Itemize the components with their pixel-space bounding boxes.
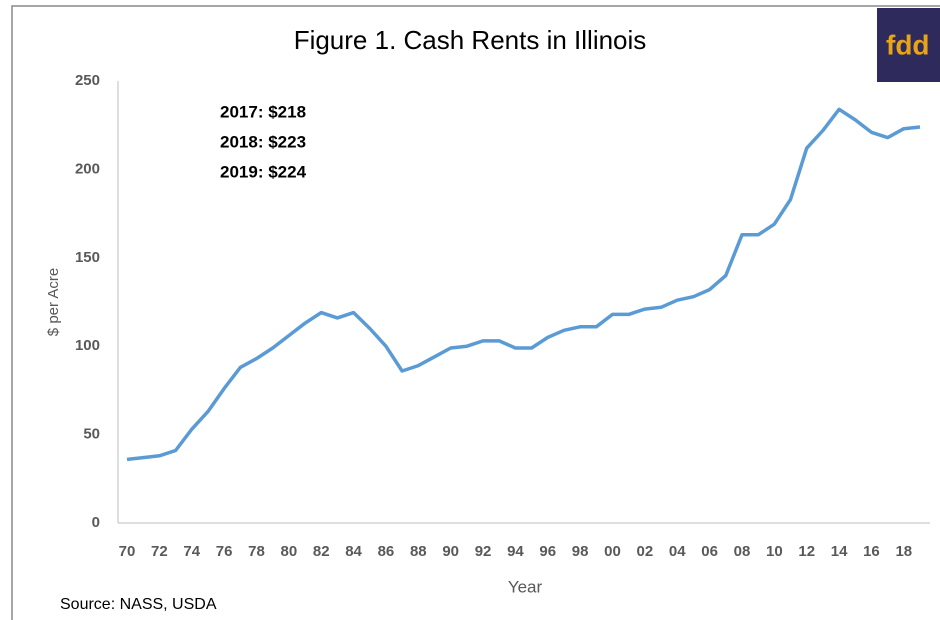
x-tick-label: 88 xyxy=(410,543,427,560)
y-tick-label: 100 xyxy=(75,337,100,354)
y-tick-label: 150 xyxy=(75,249,100,266)
x-tick-label: 94 xyxy=(507,543,524,560)
x-tick-label: 04 xyxy=(669,543,686,560)
y-tick-label: 250 xyxy=(75,72,100,89)
x-tick-label: 02 xyxy=(637,543,654,560)
x-tick-label: 10 xyxy=(766,543,783,560)
x-tick-label: 90 xyxy=(442,543,459,560)
x-tick-label: 00 xyxy=(604,543,621,560)
frame xyxy=(11,5,940,620)
y-tick-label: 0 xyxy=(92,514,100,531)
x-axis-label: Year xyxy=(508,577,543,596)
annotation: 2018: $223 xyxy=(220,132,306,151)
x-tick-label: 76 xyxy=(216,543,233,560)
y-tick-label: 50 xyxy=(83,426,100,443)
x-tick-label: 18 xyxy=(895,543,912,560)
x-tick-label: 80 xyxy=(280,543,297,560)
chart-title: Figure 1. Cash Rents in Illinois xyxy=(294,25,647,55)
x-tick-label: 14 xyxy=(831,543,848,560)
logo: fdd xyxy=(886,29,930,60)
x-tick-label: 96 xyxy=(539,543,556,560)
x-tick-label: 16 xyxy=(863,543,880,560)
line xyxy=(126,107,921,462)
source: Source: NASS, USDA xyxy=(60,596,217,613)
x-tick-label: 74 xyxy=(183,543,200,560)
x-tick-label: 98 xyxy=(572,543,589,560)
annotation: 2019: $224 xyxy=(220,162,307,181)
y-axis-label: $ per Acre xyxy=(45,268,62,336)
logo-box xyxy=(877,8,940,82)
x-tick-label: 78 xyxy=(248,543,265,560)
x-tick-label: 82 xyxy=(313,543,330,560)
y-tick-label: 200 xyxy=(75,160,100,177)
x-tick-label: 70 xyxy=(119,543,136,560)
x-tick-label: 84 xyxy=(345,543,362,560)
x-tick-label: 06 xyxy=(701,543,718,560)
x-tick-label: 72 xyxy=(151,543,168,560)
x-tick-label: 12 xyxy=(798,543,815,560)
annotation: 2017: $218 xyxy=(220,102,306,121)
x-tick-label: 86 xyxy=(378,543,395,560)
x-tick-label: 92 xyxy=(475,543,492,560)
x-tick-label: 08 xyxy=(734,543,751,560)
